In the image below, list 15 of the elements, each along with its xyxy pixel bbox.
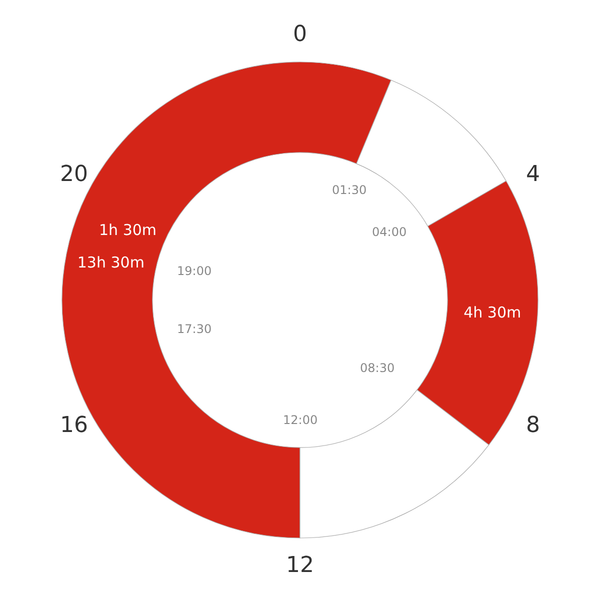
- text: 8: [526, 413, 540, 438]
- text: 16: [60, 413, 88, 438]
- text: 01:30: [332, 183, 367, 197]
- text: 0: [293, 22, 307, 47]
- text: 12: [286, 553, 314, 578]
- data-label: 4h 30m: [464, 304, 522, 322]
- text: 19:00: [177, 264, 212, 278]
- text: 17:30: [177, 322, 212, 336]
- data-label: 13h 30m: [77, 253, 144, 272]
- text: 12:00: [283, 413, 318, 427]
- text: 20: [60, 162, 88, 187]
- text: 04:00: [372, 225, 407, 239]
- text: 4: [526, 162, 540, 187]
- text: 1h 30m: [99, 221, 157, 239]
- text: 08:30: [360, 361, 395, 375]
